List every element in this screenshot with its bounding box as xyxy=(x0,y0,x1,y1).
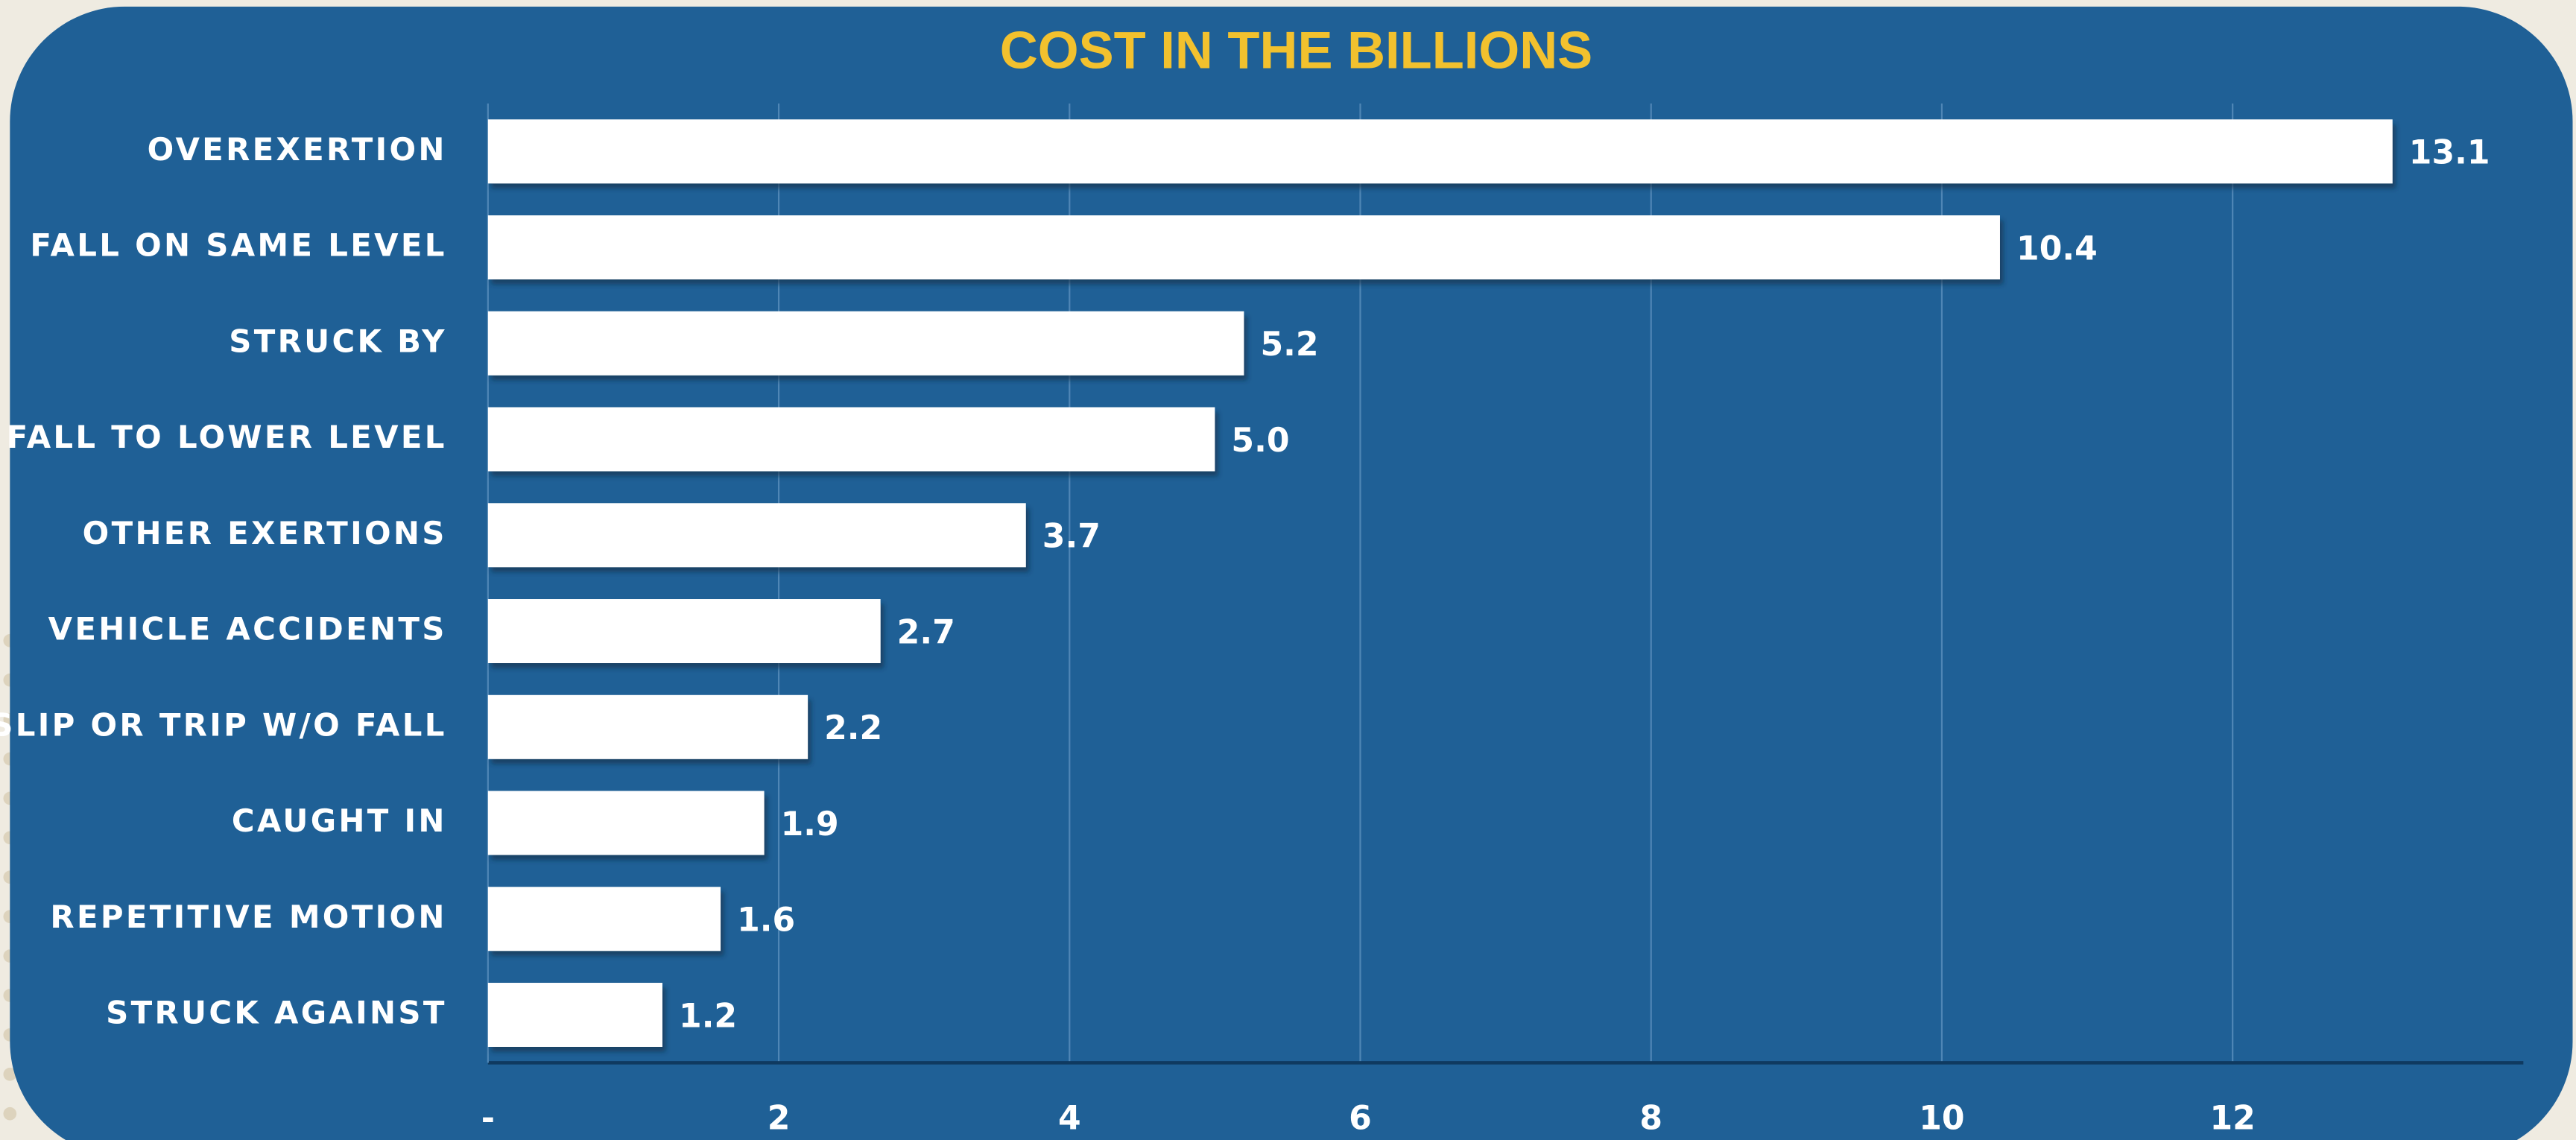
bar xyxy=(487,215,2000,280)
bar xyxy=(487,791,765,855)
bar xyxy=(487,983,662,1047)
bar xyxy=(487,503,1026,568)
y-tick-label: OVEREXERTION xyxy=(148,131,447,168)
x-tick-label: 2 xyxy=(768,1100,791,1138)
value-label: 13.1 xyxy=(2409,134,2490,172)
chart-panel xyxy=(10,6,2573,1140)
bar xyxy=(487,311,1244,376)
x-tick-label: 6 xyxy=(1349,1100,1372,1138)
y-tick-label: FALL TO LOWER LEVEL xyxy=(7,419,447,455)
y-tick-label: STRUCK BY xyxy=(229,323,446,359)
value-label: 10.4 xyxy=(2016,229,2098,267)
x-tick-label: 8 xyxy=(1639,1100,1662,1138)
value-label: 1.6 xyxy=(737,902,795,940)
x-tick-label: 4 xyxy=(1058,1100,1081,1138)
y-tick-label: FALL ON SAME LEVEL xyxy=(30,227,446,264)
x-tick-label: 10 xyxy=(1919,1100,1964,1138)
bar xyxy=(487,887,721,951)
value-label: 3.7 xyxy=(1042,518,1101,556)
value-label: 5.0 xyxy=(1231,422,1289,460)
bar xyxy=(487,599,881,664)
bar xyxy=(487,694,808,759)
value-label: 5.2 xyxy=(1260,326,1318,364)
x-tick-label: - xyxy=(481,1100,495,1138)
value-label: 1.9 xyxy=(781,805,839,843)
x-tick-label: 12 xyxy=(2209,1100,2255,1138)
y-tick-label: CAUGHT IN xyxy=(232,802,447,839)
value-label: 2.2 xyxy=(824,709,882,747)
bar xyxy=(487,407,1215,472)
y-tick-label: STRUCK AGAINST xyxy=(106,995,447,1031)
chart-title: COST IN THE BILLIONS xyxy=(1000,20,1592,79)
bar xyxy=(487,119,2393,184)
y-tick-label: OTHER EXERTIONS xyxy=(83,515,447,551)
y-tick-label: REPETITIVE MOTION xyxy=(50,899,446,935)
value-label: 2.7 xyxy=(897,613,955,651)
value-label: 1.2 xyxy=(679,997,737,1035)
y-tick-label: VEHICLE ACCIDENTS xyxy=(48,611,447,647)
y-tick-label: SLIP OR TRIP W/O FALL xyxy=(0,706,447,743)
